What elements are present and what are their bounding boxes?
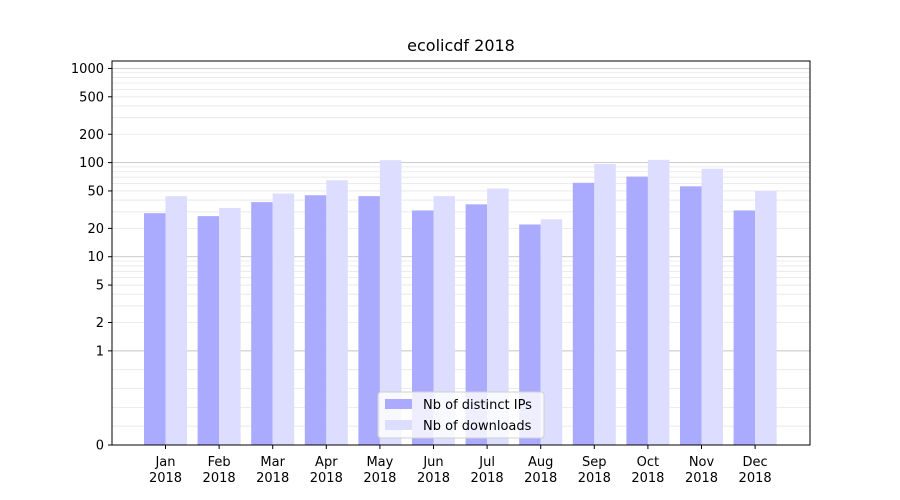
x-tick-year: 2018 xyxy=(685,471,718,486)
x-tick-year: 2018 xyxy=(471,471,504,486)
x-tick-year: 2018 xyxy=(631,471,664,486)
bar-downloads xyxy=(379,160,402,445)
bar-downloads xyxy=(326,180,348,445)
legend-box xyxy=(377,391,545,439)
x-tick-label: Jul xyxy=(478,455,495,470)
bar-distinct-ips xyxy=(465,204,488,445)
y-tick-label: 1 xyxy=(96,344,104,359)
x-tick-label: Feb xyxy=(208,455,231,470)
x-tick-year: 2018 xyxy=(203,471,236,486)
bars xyxy=(144,159,777,446)
y-tick-label: 500 xyxy=(79,90,104,105)
x-tick-label: Sep xyxy=(582,455,607,470)
legend: Nb of distinct IPs Nb of downloads xyxy=(377,391,545,439)
x-tick-label: Oct xyxy=(637,455,659,470)
x-tick-year: 2018 xyxy=(310,471,343,486)
legend-swatch xyxy=(385,420,412,430)
x-tick-label: Jan xyxy=(154,455,175,470)
y-tick-label: 100 xyxy=(79,156,104,171)
bar-distinct-ips xyxy=(733,210,756,445)
x-tick-label: Dec xyxy=(743,455,768,470)
x-tick-year: 2018 xyxy=(578,471,611,486)
legend-label: Nb of distinct IPs xyxy=(423,398,532,413)
x-tick-year: 2018 xyxy=(363,471,396,486)
bar-downloads xyxy=(219,207,241,445)
bar-downloads xyxy=(594,163,616,445)
bar-downloads xyxy=(487,188,509,446)
x-tick-label: Apr xyxy=(315,455,338,470)
bar-downloads xyxy=(701,168,723,445)
y-tick-label: 10 xyxy=(87,250,104,265)
y-tick-label: 0 xyxy=(96,439,104,454)
x-tick-year: 2018 xyxy=(739,471,772,486)
legend-swatch xyxy=(385,399,412,409)
bar-distinct-ips xyxy=(358,196,380,445)
x-tick-year: 2018 xyxy=(149,471,182,486)
bar-distinct-ips xyxy=(519,224,541,445)
bar-distinct-ips xyxy=(626,176,648,445)
x-tick-year: 2018 xyxy=(524,471,557,486)
x-axis: Jan2018Feb2018Mar2018Apr2018May2018Jun20… xyxy=(149,445,772,486)
x-tick-label: Nov xyxy=(689,455,715,470)
bar-downloads xyxy=(165,196,187,445)
bar-distinct-ips xyxy=(412,210,434,445)
x-tick-year: 2018 xyxy=(417,471,450,486)
chart-title: ecolicdf 2018 xyxy=(407,36,515,55)
bar-distinct-ips xyxy=(572,182,595,446)
x-tick-label: May xyxy=(366,455,393,470)
bar-distinct-ips xyxy=(144,213,166,445)
x-tick-year: 2018 xyxy=(256,471,289,486)
bar-downloads xyxy=(540,219,563,445)
y-axis: 0 1 2 5 10 20 50 100 200 500 1000 xyxy=(71,62,112,454)
x-tick-label: Aug xyxy=(528,455,553,470)
plot-frame xyxy=(111,60,811,446)
bar-distinct-ips xyxy=(304,195,327,445)
bar-distinct-ips xyxy=(197,216,220,445)
bar-distinct-ips xyxy=(251,202,273,445)
y-tick-label: 5 xyxy=(96,279,104,294)
bar-downloads xyxy=(272,193,295,445)
legend-label: Nb of downloads xyxy=(423,419,532,434)
y-tick-label: 2 xyxy=(96,316,104,331)
y-tick-label: 1000 xyxy=(71,62,104,77)
x-tick-label: Mar xyxy=(260,455,285,470)
bar-downloads xyxy=(755,190,777,445)
y-tick-label: 20 xyxy=(87,222,104,237)
x-tick-label: Jun xyxy=(422,455,443,470)
bar-distinct-ips xyxy=(680,186,702,446)
y-tick-label: 200 xyxy=(79,128,104,143)
bar-downloads xyxy=(647,159,670,445)
y-tick-label: 50 xyxy=(87,184,104,199)
bar-downloads xyxy=(433,196,455,445)
